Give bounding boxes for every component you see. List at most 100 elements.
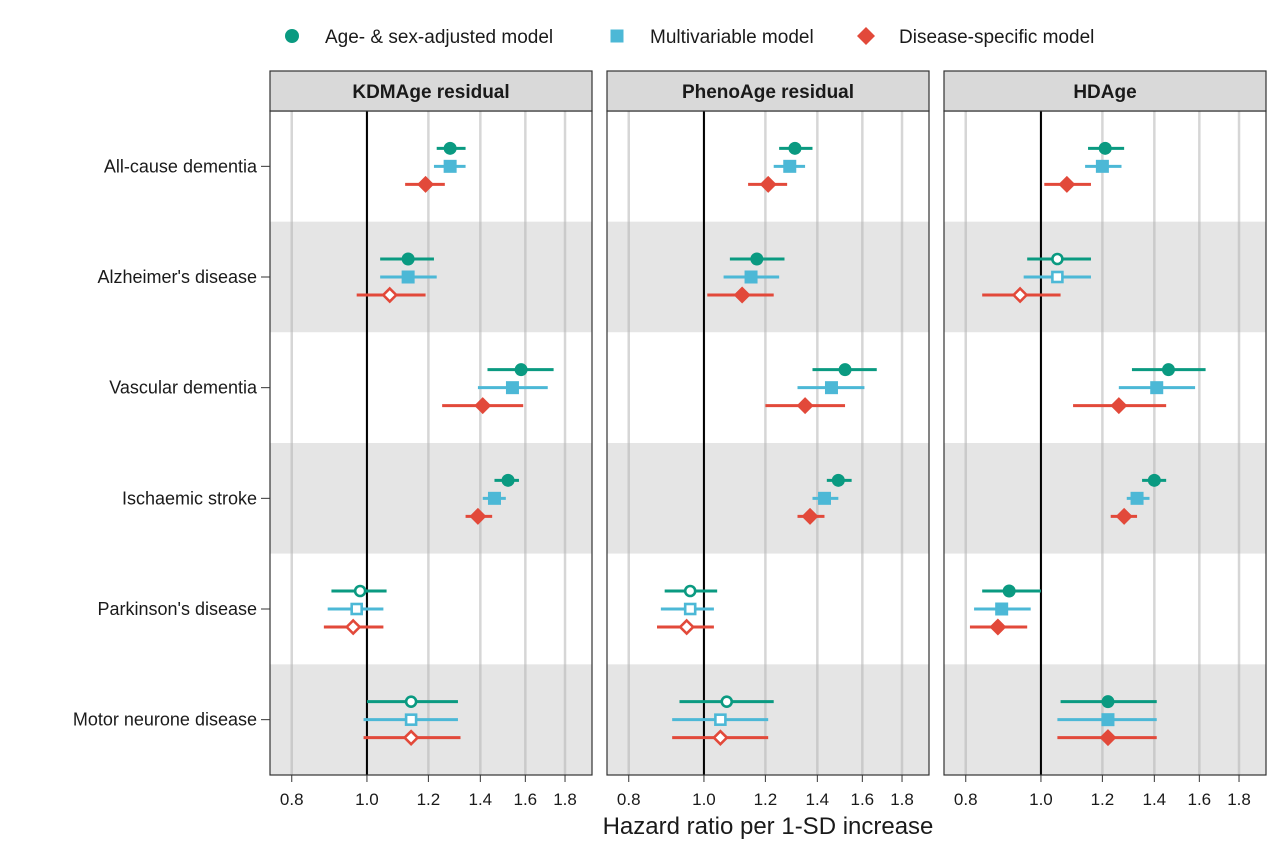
- point-diamond: [417, 175, 435, 193]
- row-band: [607, 111, 929, 222]
- point-diamond: [474, 397, 492, 415]
- point-square: [505, 381, 519, 395]
- row-band: [607, 553, 929, 665]
- x-tick-label: 1.6: [851, 790, 875, 809]
- x-tick-label: 0.8: [280, 790, 304, 809]
- point-square: [401, 270, 415, 284]
- panel-title: HDAge: [1073, 82, 1136, 103]
- category-label-ischaemic-stroke: Ischaemic stroke: [122, 488, 257, 508]
- x-tick-label: 1.0: [1029, 790, 1053, 809]
- point-diamond: [678, 618, 695, 636]
- row-band: [944, 443, 1266, 554]
- point-square: [1130, 491, 1144, 505]
- point-circle: [404, 695, 418, 708]
- category-label-vascular-dementia: Vascular dementia: [109, 378, 258, 398]
- panel-hdage: HDAge 0.8 1.0 1.2 1.4 1.6 1.8: [943, 70, 1267, 809]
- row-band: [270, 443, 592, 554]
- point-diamond: [1115, 507, 1133, 525]
- point-diamond: [759, 175, 777, 193]
- point-square: [824, 381, 838, 395]
- x-tick-label: 1.8: [553, 790, 577, 809]
- x-tick-label: 1.2: [417, 790, 441, 809]
- x-tick-label: 0.8: [954, 790, 978, 809]
- row-band: [270, 553, 592, 665]
- point-circle: [720, 695, 734, 708]
- point-diamond: [1058, 175, 1076, 193]
- point-circle: [501, 473, 515, 487]
- x-axis-title: Hazard ratio per 1-SD increase: [603, 813, 934, 840]
- x-tick-label: 1.4: [806, 790, 830, 809]
- point-square: [683, 602, 697, 616]
- point-circle: [683, 584, 697, 598]
- point-circle: [1161, 363, 1175, 377]
- point-diamond: [712, 729, 729, 747]
- point-square: [744, 270, 758, 284]
- row-band: [607, 443, 929, 554]
- point-diamond: [989, 618, 1007, 636]
- point-circle: [514, 363, 528, 377]
- x-tick-label: 1.6: [514, 790, 538, 809]
- point-square: [1051, 270, 1064, 284]
- point-circle: [1147, 473, 1161, 487]
- point-square: [714, 713, 727, 726]
- panel-phenoage-residual: PhenoAge residual 0.8 1.0 1.2 1.4 1.6 1.8: [606, 70, 930, 809]
- panel-kdmage-residual: KDMAge residual 0.8 1.0 1.2 1.4 1.6 1.8: [269, 70, 593, 809]
- x-tick-label: 1.8: [1227, 790, 1251, 809]
- x-tick-label: 1.2: [1091, 790, 1115, 809]
- point-circle: [353, 584, 367, 598]
- panel-strip: [943, 70, 1267, 112]
- point-diamond: [1110, 397, 1128, 415]
- point-square: [1101, 713, 1115, 727]
- legend-item-disease-specific-model: Disease-specific model: [857, 27, 1094, 48]
- point-square: [995, 602, 1009, 616]
- point-circle: [1098, 141, 1112, 155]
- point-square: [443, 159, 457, 173]
- panel-title: PhenoAge residual: [682, 82, 854, 103]
- x-tick-label: 1.4: [469, 790, 493, 809]
- panel-strip: [606, 70, 930, 112]
- point-diamond: [1011, 286, 1029, 304]
- legend-label: Multivariable model: [650, 27, 814, 48]
- row-band: [944, 221, 1266, 333]
- legend: Age- & sex-adjusted model Multivariable m…: [285, 27, 1094, 48]
- x-tick-label: 0.8: [617, 790, 641, 809]
- point-diamond: [344, 618, 362, 636]
- category-label-motor-neurone-disease: Motor neurone disease: [73, 710, 257, 730]
- point-square: [1150, 381, 1164, 395]
- point-diamond: [796, 397, 814, 415]
- x-tick-label: 1.4: [1143, 790, 1167, 809]
- panel-strip: [269, 70, 593, 112]
- point-diamond: [733, 286, 751, 304]
- point-diamond: [402, 729, 420, 747]
- point-circle: [838, 363, 852, 377]
- legend-diamond-marker: [857, 27, 875, 45]
- point-diamond: [801, 507, 819, 525]
- point-diamond: [381, 286, 399, 304]
- x-tick-label: 1.0: [692, 790, 716, 809]
- category-labels: All-cause dementia Alzheimer's disease Vas…: [73, 156, 270, 730]
- panel-title: KDMAge residual: [352, 82, 509, 103]
- row-band: [270, 111, 592, 222]
- point-circle: [401, 252, 415, 266]
- category-label-all-cause-dementia: All-cause dementia: [104, 156, 258, 176]
- x-tick-label: 1.6: [1188, 790, 1212, 809]
- category-label-parkinson-s-disease: Parkinson's disease: [97, 599, 257, 619]
- legend-square-marker: [610, 29, 624, 43]
- x-tick-label: 1.8: [890, 790, 914, 809]
- point-circle: [1101, 695, 1115, 709]
- legend-item-age-sex-adjusted-model: Age- & sex-adjusted model: [285, 27, 553, 48]
- point-square: [487, 491, 501, 505]
- point-square: [404, 713, 418, 726]
- x-tick-label: 1.2: [754, 790, 778, 809]
- point-square: [1095, 159, 1109, 173]
- point-circle: [831, 473, 845, 487]
- point-square: [783, 159, 797, 173]
- x-tick-label: 1.0: [355, 790, 379, 809]
- legend-item-multivariable-model: Multivariable model: [610, 27, 814, 48]
- point-circle: [443, 141, 457, 155]
- legend-label: Age- & sex-adjusted model: [325, 27, 553, 48]
- point-circle: [788, 141, 802, 155]
- row-band: [607, 332, 929, 443]
